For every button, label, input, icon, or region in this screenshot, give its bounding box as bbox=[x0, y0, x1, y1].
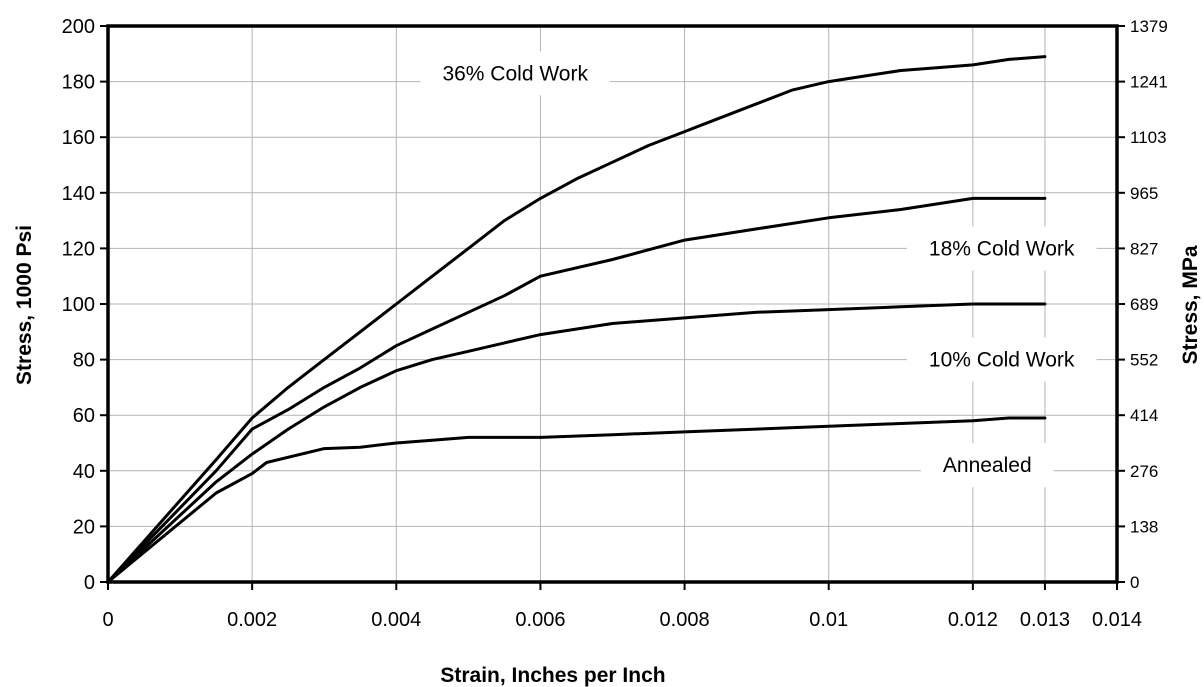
x-axis-title: Strain, Inches per Inch bbox=[440, 664, 665, 687]
series-label: Annealed bbox=[943, 454, 1032, 477]
x-tick-label: 0.013 bbox=[1020, 609, 1070, 631]
y-tick-label: 180 bbox=[62, 72, 95, 94]
y-tick-label: 40 bbox=[73, 461, 95, 483]
y-tick-label: 60 bbox=[73, 405, 95, 427]
series-lines bbox=[106, 55, 1047, 584]
x-tick-label: 0.004 bbox=[371, 609, 421, 631]
series-label-background bbox=[906, 337, 1097, 382]
series-line bbox=[106, 302, 1047, 584]
x-tick-label: 0.012 bbox=[948, 609, 998, 631]
y2-tick-label: 965 bbox=[1130, 184, 1158, 203]
y2-axis-ticks: 0 138 276 414 552 689 827 965 1103 1241 1379 bbox=[1117, 17, 1168, 592]
y2-tick-label: 138 bbox=[1130, 517, 1158, 536]
x-axis-ticks: 0 0.002 0.004 0.006 0.008 0.01 0.012 0.013 0.014 bbox=[102, 582, 1142, 631]
series-line bbox=[106, 55, 1047, 584]
series-label-group: 10% Cold Work bbox=[906, 337, 1097, 382]
x-tick-label: 0.006 bbox=[515, 609, 565, 631]
y2-tick-label: 276 bbox=[1130, 462, 1158, 481]
x-tick-label: 0 bbox=[102, 609, 113, 631]
y-tick-label: 100 bbox=[62, 294, 95, 316]
series-line bbox=[106, 196, 1047, 584]
series-label-group: 36% Cold Work bbox=[420, 51, 610, 96]
y-axis-ticks: 0 20 40 60 80 100 120 140 160 180 200 bbox=[62, 16, 108, 594]
series-label-background bbox=[906, 226, 1097, 271]
series-label-background bbox=[420, 51, 610, 96]
series-label-group: Annealed bbox=[920, 443, 1054, 488]
y-tick-label: 160 bbox=[62, 127, 95, 149]
series-label: 10% Cold Work bbox=[929, 349, 1075, 372]
y2-tick-label: 1241 bbox=[1130, 73, 1168, 92]
y-axis-title: Stress, 1000 Psi bbox=[13, 225, 36, 385]
y2-tick-label: 414 bbox=[1130, 406, 1158, 425]
y2-tick-label: 1103 bbox=[1130, 128, 1167, 147]
y2-tick-label: 1379 bbox=[1130, 17, 1168, 36]
x-tick-label: 0.008 bbox=[660, 609, 710, 631]
y-tick-label: 140 bbox=[62, 183, 95, 205]
y-tick-label: 0 bbox=[84, 572, 95, 594]
series-line bbox=[106, 416, 1047, 584]
y2-axis-title: Stress, MPa bbox=[1179, 245, 1202, 364]
y-tick-label: 200 bbox=[62, 16, 95, 38]
series-labels: 36% Cold Work 18% Cold Work 10% Cold Work A… bbox=[420, 51, 1097, 488]
y2-tick-label: 552 bbox=[1130, 351, 1158, 370]
x-tick-label: 0.01 bbox=[809, 609, 848, 631]
series-label: 36% Cold Work bbox=[442, 62, 588, 85]
x-tick-label: 0.014 bbox=[1092, 609, 1142, 631]
y2-tick-label: 0 bbox=[1130, 573, 1139, 592]
series-label-background bbox=[920, 443, 1054, 488]
y2-tick-label: 689 bbox=[1130, 295, 1158, 314]
x-tick-label: 0.002 bbox=[227, 609, 277, 631]
series-label-group: 18% Cold Work bbox=[906, 226, 1097, 271]
y-tick-label: 80 bbox=[73, 350, 95, 372]
y2-tick-label: 827 bbox=[1130, 239, 1158, 258]
series-label: 18% Cold Work bbox=[929, 237, 1075, 260]
y-tick-label: 20 bbox=[73, 516, 95, 538]
y-tick-label: 120 bbox=[62, 238, 95, 260]
